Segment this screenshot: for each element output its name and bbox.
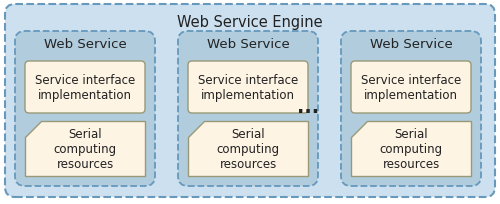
Text: Serial
computing
resources: Serial computing resources [216, 127, 280, 170]
Text: Service interface
implementation: Service interface implementation [198, 74, 298, 102]
Polygon shape [25, 121, 145, 176]
Text: Web Service Engine: Web Service Engine [177, 15, 323, 30]
Text: Serial
computing
resources: Serial computing resources [380, 127, 442, 170]
FancyBboxPatch shape [341, 32, 481, 186]
Polygon shape [188, 121, 308, 176]
Text: Serial
computing
resources: Serial computing resources [54, 127, 116, 170]
Text: Web Service: Web Service [206, 37, 290, 50]
Polygon shape [351, 121, 471, 176]
Text: Web Service: Web Service [370, 37, 452, 50]
FancyBboxPatch shape [178, 32, 318, 186]
FancyBboxPatch shape [25, 62, 145, 113]
Text: Service interface
implementation: Service interface implementation [361, 74, 461, 102]
Text: Service interface
implementation: Service interface implementation [35, 74, 135, 102]
FancyBboxPatch shape [5, 5, 495, 197]
FancyBboxPatch shape [188, 62, 308, 113]
FancyBboxPatch shape [15, 32, 155, 186]
Text: Web Service: Web Service [44, 37, 126, 50]
FancyBboxPatch shape [351, 62, 471, 113]
Text: ...: ... [297, 98, 319, 117]
